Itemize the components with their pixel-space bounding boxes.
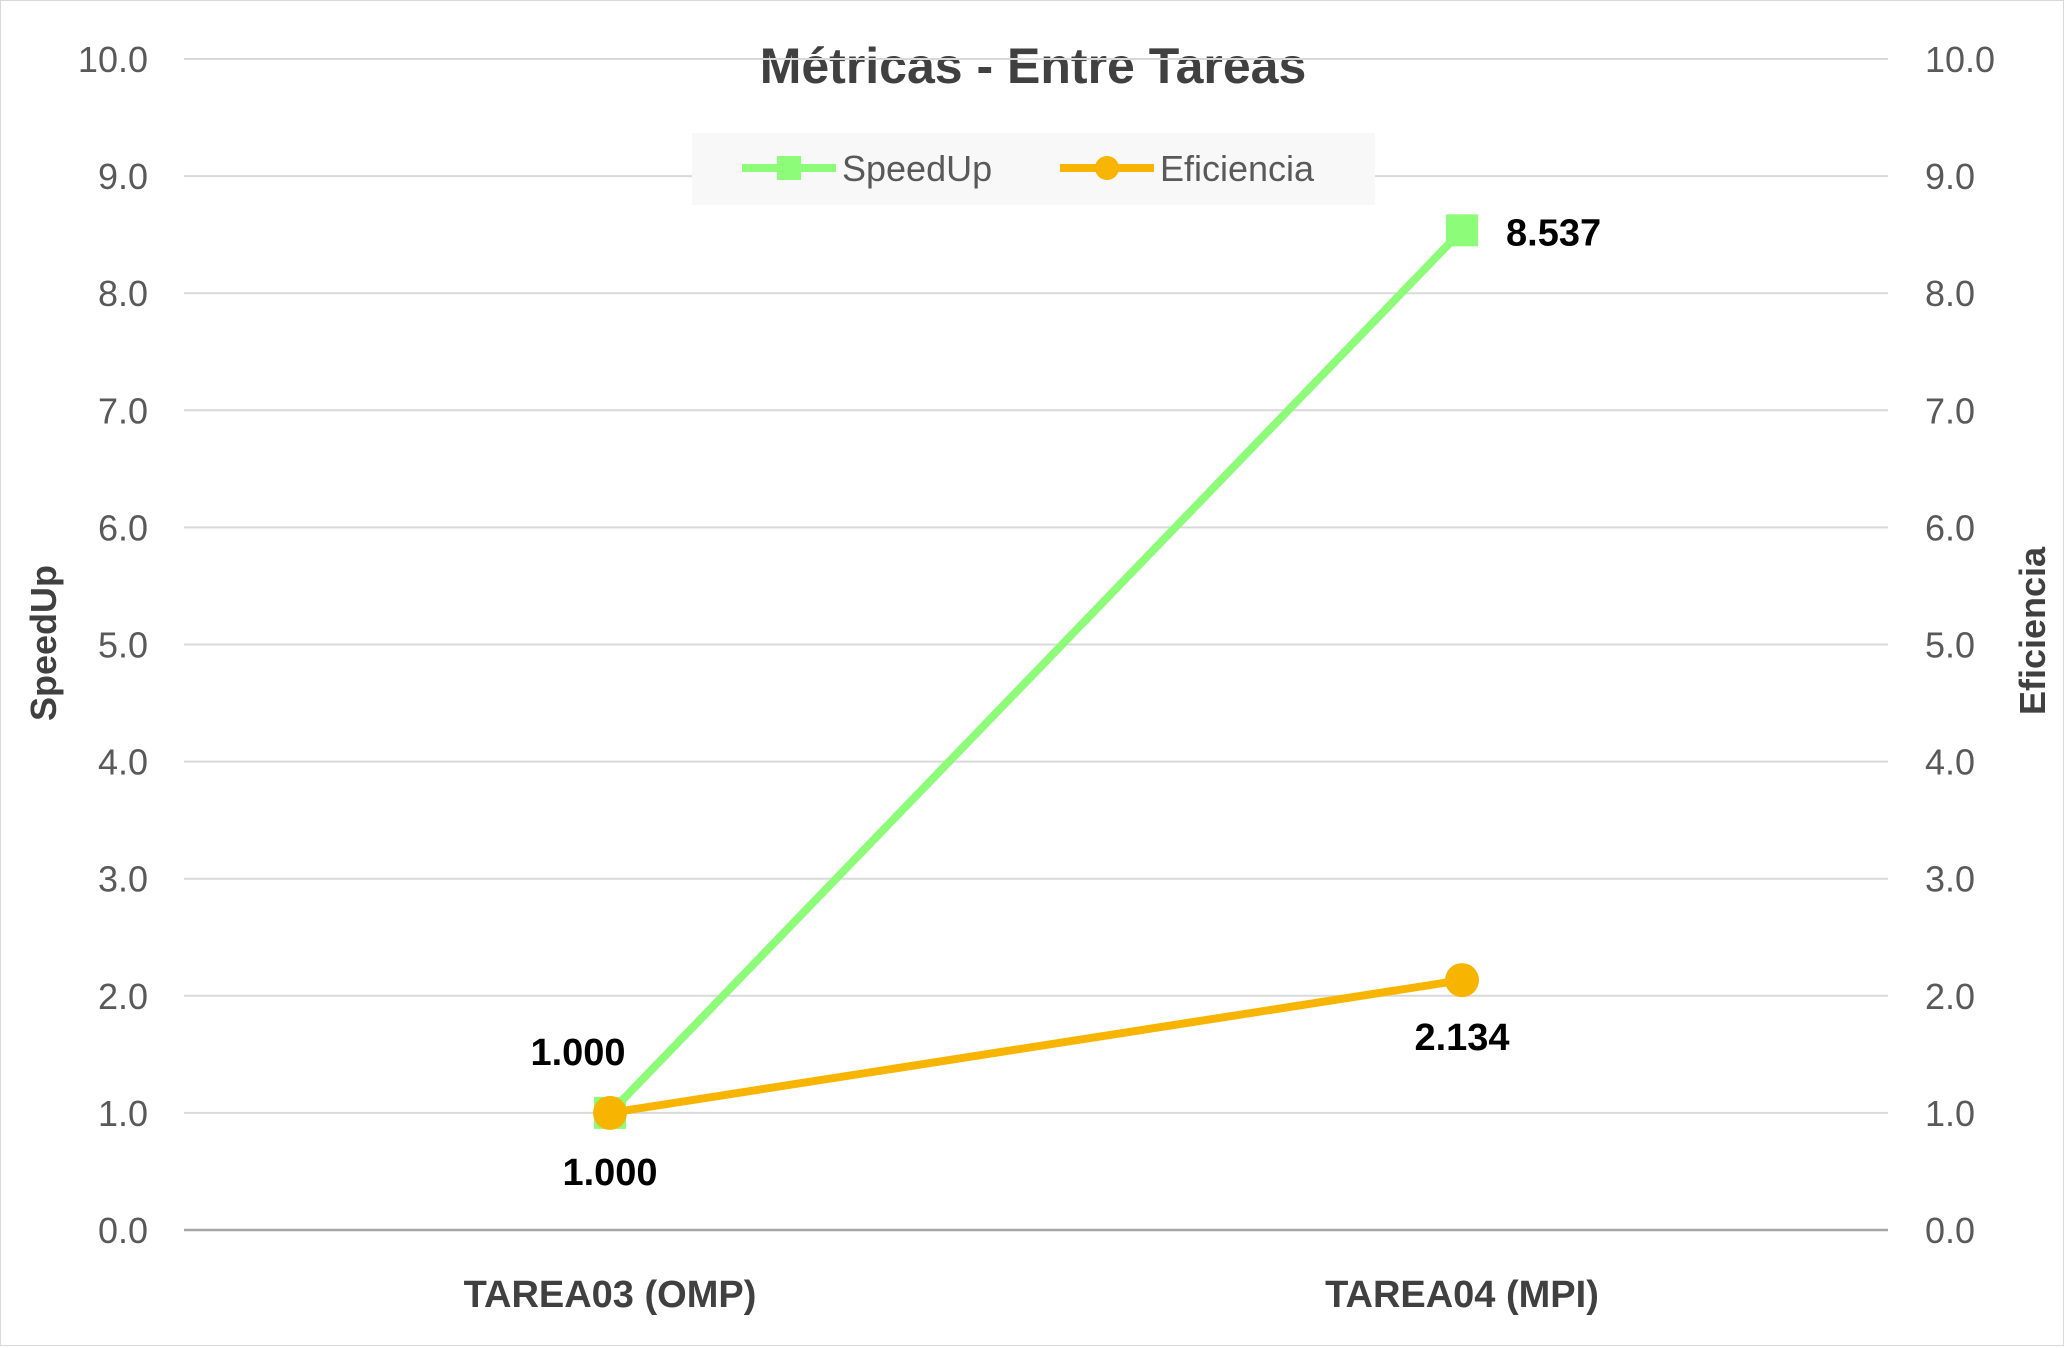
right-tick-label: 9.0 xyxy=(1925,156,1975,197)
right-tick-label: 7.0 xyxy=(1925,390,1975,431)
category-label: TAREA04 (MPI) xyxy=(1325,1274,1599,1316)
right-tick-label: 8.0 xyxy=(1925,273,1975,314)
legend-marker-eficiencia xyxy=(1095,156,1119,180)
left-axis-ticks: 0.0 1.0 2.0 3.0 4.0 5.0 6.0 7.0 8.0 9.0 10.0 xyxy=(78,39,148,1251)
gridlines xyxy=(184,58,1888,1232)
left-tick-label: 2.0 xyxy=(98,976,148,1017)
data-label-eficiencia: 2.134 xyxy=(1414,1017,1509,1059)
left-tick-label: 3.0 xyxy=(98,859,148,900)
data-label-speedup: 8.537 xyxy=(1506,212,1601,254)
data-label-speedup: 1.000 xyxy=(530,1032,625,1074)
legend-marker-speedup xyxy=(777,156,801,180)
legend: SpeedUp Eficiencia xyxy=(692,133,1375,205)
right-axis-ticks: 0.0 1.0 2.0 3.0 4.0 5.0 6.0 7.0 8.0 9.0 10.0 xyxy=(1925,39,1995,1251)
left-tick-label: 10.0 xyxy=(78,39,148,80)
legend-label-eficiencia: Eficiencia xyxy=(1160,148,1315,189)
chart-title: Métricas - Entre Tareas xyxy=(760,38,1307,94)
left-tick-label: 5.0 xyxy=(98,625,148,666)
left-axis-title: SpeedUp xyxy=(23,565,64,721)
left-tick-label: 9.0 xyxy=(98,156,148,197)
right-tick-label: 6.0 xyxy=(1925,507,1975,548)
right-tick-label: 3.0 xyxy=(1925,859,1975,900)
right-tick-label: 1.0 xyxy=(1925,1093,1975,1134)
right-tick-label: 2.0 xyxy=(1925,976,1975,1017)
left-tick-label: 8.0 xyxy=(98,273,148,314)
right-tick-label: 4.0 xyxy=(1925,742,1975,783)
left-tick-label: 4.0 xyxy=(98,742,148,783)
series-line-eficiencia xyxy=(609,976,1463,1117)
right-tick-label: 10.0 xyxy=(1925,39,1995,80)
data-point-eficiencia xyxy=(593,1095,627,1130)
series-line-speedup xyxy=(607,227,1465,1116)
left-tick-label: 1.0 xyxy=(98,1093,148,1134)
category-label: TAREA03 (OMP) xyxy=(464,1274,757,1316)
series-layer xyxy=(593,214,1479,1130)
right-axis-title: Eficiencia xyxy=(2012,546,2053,715)
legend-item-eficiencia: Eficiencia xyxy=(1060,148,1315,189)
right-tick-label: 5.0 xyxy=(1925,625,1975,666)
right-tick-label: 0.0 xyxy=(1925,1210,1975,1251)
legend-item-speedup: SpeedUp xyxy=(742,148,992,189)
left-tick-label: 0.0 xyxy=(98,1210,148,1251)
left-tick-label: 7.0 xyxy=(98,390,148,431)
category-axis-labels: TAREA03 (OMP) TAREA04 (MPI) xyxy=(464,1274,1599,1316)
left-tick-label: 6.0 xyxy=(98,507,148,548)
data-point-speedup xyxy=(1446,214,1478,247)
data-labels: 1.000 8.537 1.000 2.134 xyxy=(530,212,1601,1194)
legend-label-speedup: SpeedUp xyxy=(842,148,992,189)
data-label-eficiencia: 1.000 xyxy=(562,1152,657,1194)
data-point-eficiencia xyxy=(1445,963,1479,998)
